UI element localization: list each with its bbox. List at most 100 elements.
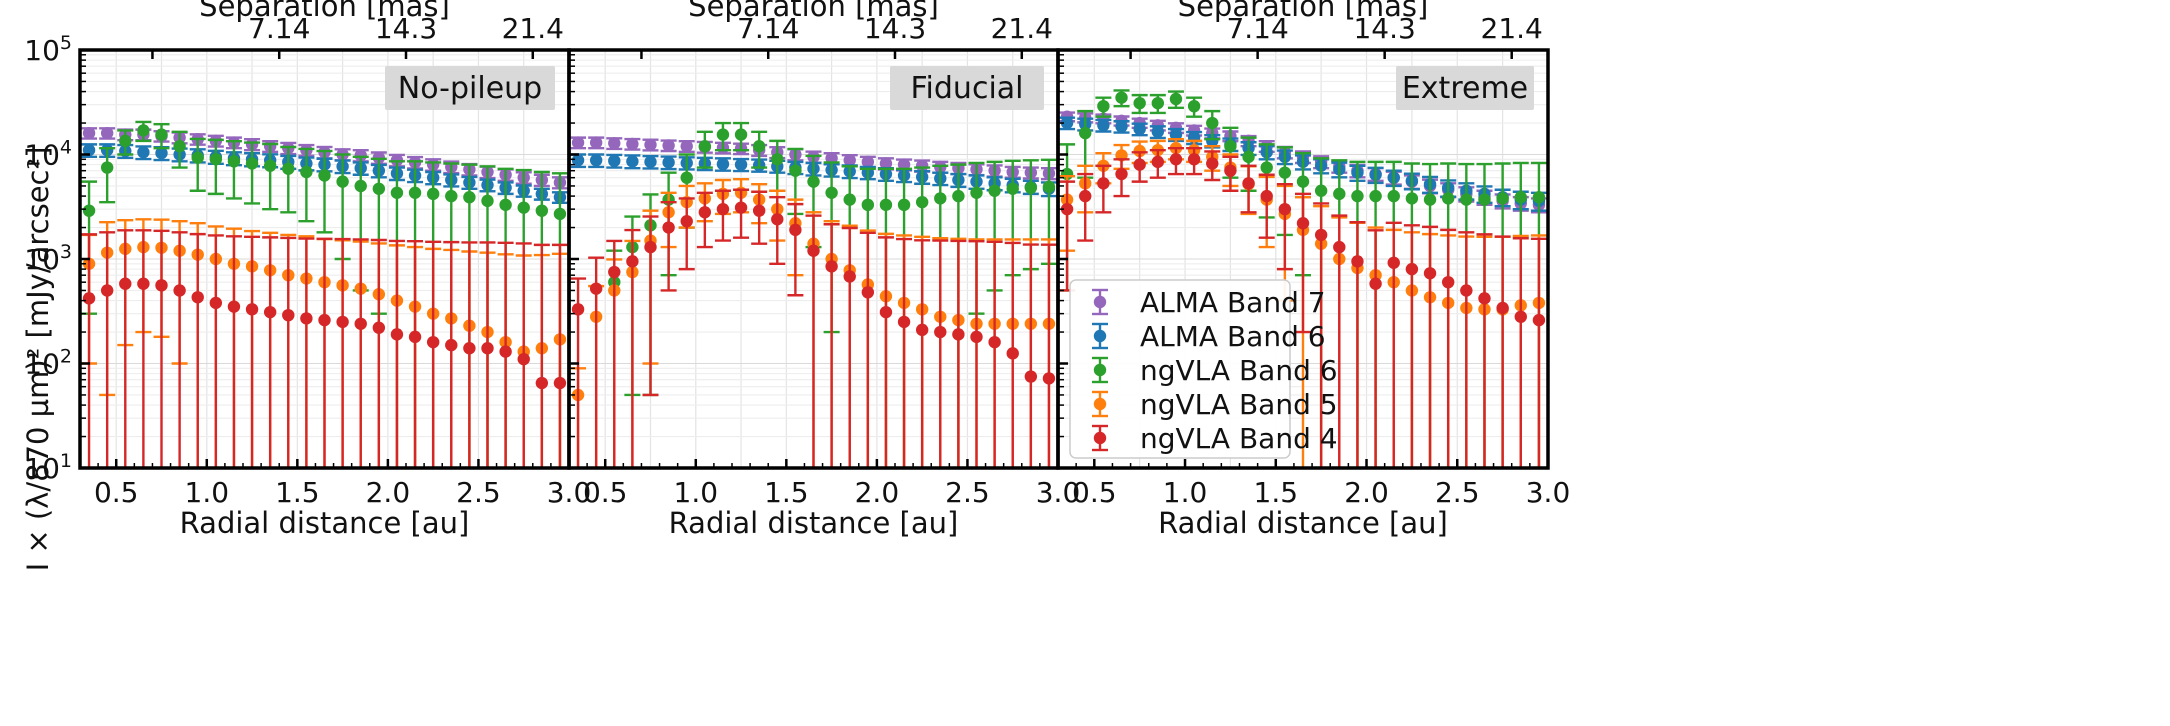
data-point [1460, 284, 1473, 297]
data-point [1187, 153, 1201, 166]
data-point [137, 124, 150, 137]
x-tick-label: 0.5 [583, 476, 628, 509]
data-point [463, 342, 476, 355]
y-tick-exponent: 4 [60, 137, 72, 159]
data-point [1187, 99, 1201, 113]
y-tick-label: 103 [24, 241, 72, 276]
data-point [354, 317, 367, 330]
data-point [318, 313, 331, 327]
data-point [771, 153, 784, 166]
data-point [716, 202, 730, 216]
data-point [716, 157, 730, 171]
data-point [408, 186, 422, 200]
data-point [553, 376, 567, 390]
data-point [445, 189, 458, 203]
data-point [553, 207, 567, 221]
data-point [644, 155, 657, 169]
data-point [499, 345, 512, 358]
top-tick-label: 21.4 [502, 12, 564, 45]
data-point [173, 140, 186, 153]
data-point [1079, 126, 1092, 140]
data-point [1169, 92, 1183, 106]
x-axis-title: Radial distance [au] [180, 506, 470, 540]
data-point [245, 303, 259, 316]
data-point [1206, 116, 1219, 130]
data-point [137, 277, 150, 290]
top-tick-label: 7.14 [737, 12, 799, 45]
data-point [879, 198, 893, 212]
data-point [662, 221, 675, 234]
data-point [1097, 119, 1110, 132]
data-point [988, 335, 1001, 349]
y-tick-base: 10 [24, 348, 60, 381]
top-tick-label: 7.14 [248, 12, 310, 45]
data-point [716, 128, 730, 141]
data-point [1478, 292, 1491, 305]
data-point [1314, 184, 1328, 197]
data-point [209, 296, 223, 310]
data-point [1151, 125, 1165, 138]
data-point [426, 187, 440, 201]
data-point [1133, 144, 1146, 158]
data-point [1151, 155, 1165, 169]
data-point [263, 305, 277, 319]
data-layer [81, 89, 1547, 468]
data-point [1387, 256, 1400, 269]
data-point [1133, 122, 1146, 136]
top-tick-label: 21.4 [991, 12, 1053, 45]
x-tick-label: 2.5 [1435, 476, 1480, 509]
data-point [1405, 262, 1419, 276]
data-point [191, 291, 204, 304]
data-point [155, 279, 168, 292]
data-point [499, 198, 512, 212]
series-ngvla-band-4 [81, 229, 568, 468]
data-point [843, 193, 856, 206]
x-tick-label: 1.0 [674, 476, 719, 509]
x-tick-label: 3.0 [1036, 476, 1081, 509]
data-point [155, 128, 168, 141]
data-point [119, 134, 132, 148]
data-point [119, 277, 132, 290]
top-axis-title: Separation [mas] [688, 0, 939, 23]
data-point [698, 206, 712, 219]
legend-label: ALMA Band 7 [1140, 286, 1326, 319]
data-point [571, 154, 585, 167]
data-point [1133, 96, 1146, 110]
data-point [1115, 91, 1128, 104]
data-point [426, 335, 440, 349]
data-point [1224, 140, 1237, 153]
data-point [970, 330, 983, 344]
y-tick-base: 10 [24, 139, 60, 172]
data-point [934, 325, 947, 339]
data-point [680, 171, 693, 184]
data-point [608, 137, 621, 150]
data-point [1496, 301, 1509, 315]
data-point [589, 282, 603, 295]
data-point [155, 146, 168, 160]
data-point [1351, 189, 1364, 203]
data-point [734, 201, 748, 214]
data-point [752, 204, 766, 217]
data-point [1333, 187, 1346, 201]
data-point [1333, 240, 1346, 254]
data-point [626, 155, 639, 168]
data-point [173, 284, 186, 297]
data-point [354, 149, 367, 162]
data-point [1423, 193, 1437, 206]
data-point [445, 338, 458, 352]
data-point [1514, 310, 1527, 323]
data-point [843, 154, 856, 167]
data-point [300, 312, 313, 325]
y-tick-base: 10 [24, 452, 60, 485]
data-point [1206, 134, 1219, 148]
y-tick-base: 10 [24, 34, 60, 67]
data-point [1242, 177, 1255, 190]
data-point [589, 136, 603, 149]
data-point [680, 214, 693, 228]
text-layer: I × (λ/870 µm)² [mJy/arcsec²] 0.5 1.0 1.5 2… [21, 0, 1570, 571]
data-point [734, 128, 748, 141]
y-tick-label: 102 [24, 346, 72, 381]
data-point [1478, 193, 1491, 206]
top-axis-title: Separation [mas] [1178, 0, 1429, 23]
